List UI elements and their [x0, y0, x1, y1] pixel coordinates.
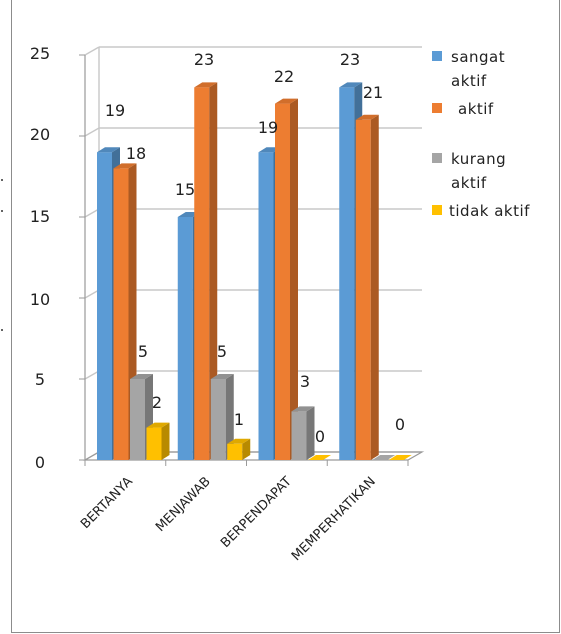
page-edge-marks — [1, 179, 3, 331]
bar — [194, 82, 218, 461]
bar-top — [372, 455, 396, 460]
bar-top — [146, 422, 170, 428]
data-label: 19 — [258, 118, 278, 137]
bar-top — [308, 455, 331, 460]
bar-top — [388, 455, 412, 460]
legend-swatch-tidak-aktif — [432, 205, 442, 215]
bar-front — [113, 168, 129, 460]
bar-side — [290, 98, 298, 460]
y-tick-label: 0 — [35, 453, 45, 472]
bar-front — [355, 119, 371, 461]
bar — [227, 438, 251, 460]
y-tick-label: 10 — [30, 290, 50, 309]
bar — [275, 98, 298, 460]
bar — [355, 114, 379, 461]
x-category-label: BERTANYA — [78, 474, 136, 532]
bar-top — [113, 163, 137, 169]
x-category-label: BERPENDAPAT — [218, 474, 295, 551]
bar-front — [258, 152, 274, 460]
bar-side — [225, 374, 234, 460]
bar — [388, 455, 412, 460]
data-label: 23 — [194, 50, 214, 69]
bar-top — [194, 82, 218, 88]
bars — [97, 82, 412, 461]
gridline-side — [84, 289, 100, 299]
bar-side — [161, 422, 170, 460]
legend: sangat aktif aktif kurang aktif tidak akti… — [432, 48, 530, 220]
bar — [146, 422, 170, 460]
bar-side — [306, 406, 315, 460]
data-label: 2 — [152, 393, 162, 412]
chart-frame — [11, 0, 560, 633]
bar — [372, 455, 396, 460]
bar-top — [275, 98, 298, 104]
data-label: 21 — [363, 83, 383, 102]
legend-label-sangat-aktif: sangat aktif — [451, 48, 505, 90]
data-label: 19 — [105, 101, 125, 120]
bar-top — [355, 114, 379, 120]
legend-label-aktif: aktif — [458, 100, 494, 118]
data-labels: 19 18 5 2 15 23 5 1 19 22 3 0 23 21 0 — [105, 50, 405, 446]
data-label: 5 — [217, 342, 227, 361]
y-tick-label: 5 — [35, 370, 45, 389]
bar-side — [242, 438, 251, 460]
bar-front — [339, 87, 355, 461]
y-tick-label: 20 — [30, 125, 50, 144]
bar-side — [370, 114, 379, 461]
bar-front — [194, 87, 210, 461]
bar-front — [275, 103, 290, 460]
legend-swatch-kurang-aktif — [432, 153, 442, 163]
data-label: 18 — [126, 144, 146, 163]
y-tick-labels: 0 5 10 15 20 25 — [30, 44, 50, 472]
y-tick-label: 25 — [30, 44, 50, 63]
bar-side — [209, 82, 218, 461]
legend-swatch-sangat-aktif — [432, 51, 442, 61]
bar-top — [227, 438, 251, 444]
data-label: 22 — [274, 67, 294, 86]
x-category-labels: BERTANYA MENJAWAB BERPENDAPAT MEMPERHATI… — [78, 474, 379, 564]
data-label: 5 — [138, 342, 148, 361]
bar-front — [130, 379, 145, 460]
x-category-label: MEMPERHATIKAN — [289, 474, 379, 564]
data-label: 1 — [234, 410, 244, 429]
x-category-label: MENJAWAB — [153, 474, 214, 535]
bar — [291, 406, 315, 460]
bar-front — [146, 427, 162, 460]
bar-top — [97, 147, 120, 153]
bar — [308, 455, 331, 460]
bar-top — [339, 82, 363, 88]
y-tick-label: 15 — [30, 207, 50, 226]
bar-front — [291, 411, 307, 460]
data-label: 15 — [175, 180, 195, 199]
bar — [210, 374, 234, 460]
bar-front — [210, 379, 226, 460]
bar-top — [291, 406, 315, 412]
data-label: 0 — [315, 427, 325, 446]
bar-front — [177, 217, 193, 460]
gridline-side — [84, 370, 100, 380]
legend-swatch-aktif — [432, 103, 442, 113]
data-label: 23 — [340, 50, 360, 69]
bar-front — [97, 152, 112, 460]
legend-label-kurang-aktif: kurang aktif — [451, 150, 506, 192]
bar-top — [130, 374, 153, 379]
gridline-side — [84, 46, 100, 56]
data-label: 3 — [300, 372, 310, 391]
bar-top — [210, 374, 234, 379]
gridline-side — [84, 127, 100, 137]
gridline-side — [84, 208, 100, 218]
bar-front — [227, 443, 243, 460]
data-label: 0 — [395, 415, 405, 434]
legend-label-tidak-aktif: tidak aktif — [449, 202, 530, 220]
